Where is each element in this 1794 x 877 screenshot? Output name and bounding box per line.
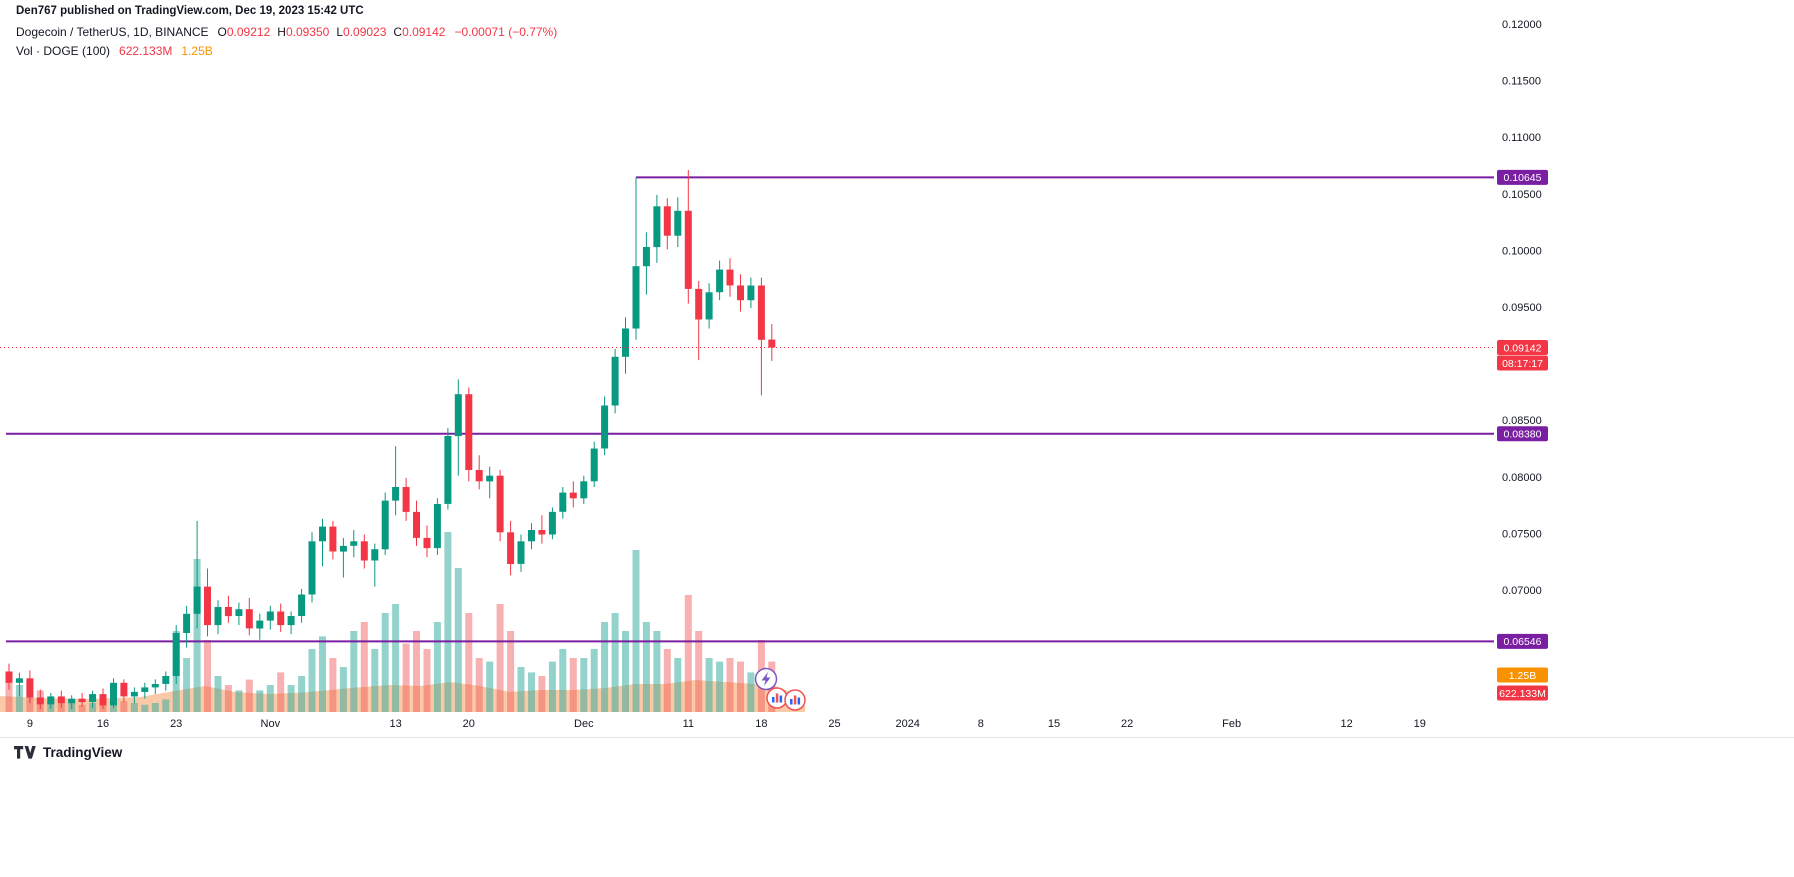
svg-text:0.10645: 0.10645 bbox=[1504, 172, 1542, 184]
svg-text:22: 22 bbox=[1121, 718, 1133, 730]
svg-text:11: 11 bbox=[683, 718, 694, 730]
volume-axis-badge: 622.133M bbox=[1497, 685, 1548, 701]
symbol-title[interactable]: Dogecoin / TetherUS, 1D, BINANCE bbox=[16, 24, 209, 39]
svg-text:25: 25 bbox=[828, 718, 840, 730]
attribution: Den767 published on TradingView.com, Dec… bbox=[16, 5, 364, 17]
svg-text:0.10500: 0.10500 bbox=[1502, 189, 1542, 201]
volume-axis-badge: 1.25B bbox=[1497, 667, 1548, 683]
svg-text:622.133M: 622.133M bbox=[1499, 688, 1546, 700]
volume-base-value: 622.133M bbox=[119, 43, 173, 58]
footer: TradingView bbox=[0, 737, 1794, 877]
svg-text:0.09500: 0.09500 bbox=[1502, 302, 1542, 314]
svg-text:9: 9 bbox=[27, 718, 33, 730]
svg-text:8: 8 bbox=[978, 718, 984, 730]
current-price-badge: 0.09142 08:17:17 bbox=[1497, 340, 1548, 371]
event-marker-stats-icon[interactable] bbox=[784, 689, 806, 711]
svg-text:0.07500: 0.07500 bbox=[1502, 528, 1542, 540]
svg-text:0.09142: 0.09142 bbox=[1504, 342, 1542, 354]
svg-text:Feb: Feb bbox=[1222, 718, 1241, 730]
svg-text:0.08000: 0.08000 bbox=[1502, 472, 1542, 484]
tradingview-logo-text: TradingView bbox=[43, 745, 123, 760]
price-chart[interactable]: 0.12000 0.11500 0.11000 0.10500 0.10000 0.095… bbox=[0, 0, 1560, 735]
svg-text:13: 13 bbox=[389, 718, 401, 730]
price-axis[interactable]: 0.12000 0.11500 0.11000 0.10500 0.10000 0.095… bbox=[1502, 19, 1542, 597]
svg-text:0.11000: 0.11000 bbox=[1502, 132, 1541, 144]
svg-text:12: 12 bbox=[1340, 718, 1352, 730]
svg-text:08:17:17: 08:17:17 bbox=[1502, 358, 1543, 370]
svg-text:20: 20 bbox=[463, 718, 475, 730]
svg-text:1.25B: 1.25B bbox=[1509, 670, 1536, 682]
svg-text:0.06546: 0.06546 bbox=[1504, 636, 1542, 648]
svg-text:Nov: Nov bbox=[261, 718, 281, 730]
event-marker-lightning-icon[interactable] bbox=[754, 667, 778, 691]
svg-text:0.12000: 0.12000 bbox=[1502, 19, 1542, 31]
svg-text:0.07000: 0.07000 bbox=[1502, 585, 1542, 597]
ohlc-pair: C0.09142 bbox=[393, 24, 446, 39]
volume-indicator-title[interactable]: Vol · DOGE (100) bbox=[16, 43, 111, 58]
ohlc-pair: L0.09023 bbox=[336, 24, 387, 39]
legend: Dogecoin / TetherUS, 1D, BINANCE O0.0921… bbox=[16, 22, 557, 60]
price-level-badge: 0.10645 bbox=[1497, 169, 1548, 185]
svg-text:Dec: Dec bbox=[574, 718, 594, 730]
time-axis[interactable]: 9 16 23 Nov 13 20 Dec 11 18 25 2024 8 15 22 Feb 12 19 bbox=[27, 718, 1426, 730]
svg-text:0.10000: 0.10000 bbox=[1502, 245, 1542, 257]
symbol-legend-row: Dogecoin / TetherUS, 1D, BINANCE O0.0921… bbox=[16, 22, 557, 41]
price-level-badge: 0.06546 bbox=[1497, 633, 1548, 649]
tradingview-logo-icon bbox=[14, 746, 36, 759]
svg-text:15: 15 bbox=[1048, 718, 1060, 730]
change-value: −0.00071 (−0.77%) bbox=[454, 24, 558, 39]
volume-quote-value: 1.25B bbox=[181, 43, 213, 58]
svg-text:19: 19 bbox=[1414, 718, 1426, 730]
svg-text:2024: 2024 bbox=[895, 718, 919, 730]
svg-text:18: 18 bbox=[755, 718, 767, 730]
svg-text:23: 23 bbox=[170, 718, 182, 730]
svg-text:0.11500: 0.11500 bbox=[1502, 76, 1541, 88]
volume-legend-row: Vol · DOGE (100) 622.133M 1.25B bbox=[16, 41, 557, 60]
chart-canvas[interactable]: 0.12000 0.11500 0.11000 0.10500 0.10000 0.095… bbox=[0, 0, 1560, 735]
svg-text:16: 16 bbox=[97, 718, 109, 730]
svg-text:0.08500: 0.08500 bbox=[1502, 415, 1542, 427]
ohlc-pair: H0.09350 bbox=[277, 24, 330, 39]
svg-text:0.08380: 0.08380 bbox=[1504, 429, 1542, 441]
tradingview-logo[interactable]: TradingView bbox=[14, 745, 122, 760]
price-level-badge: 0.08380 bbox=[1497, 426, 1548, 442]
candlestick-series bbox=[5, 170, 776, 709]
event-marker-stats-icon[interactable] bbox=[766, 687, 788, 709]
ohlc-values: O0.09212 H0.09350 L0.09023 C0.09142 bbox=[218, 25, 446, 39]
volume-series bbox=[5, 532, 776, 712]
ohlc-pair: O0.09212 bbox=[217, 24, 271, 39]
